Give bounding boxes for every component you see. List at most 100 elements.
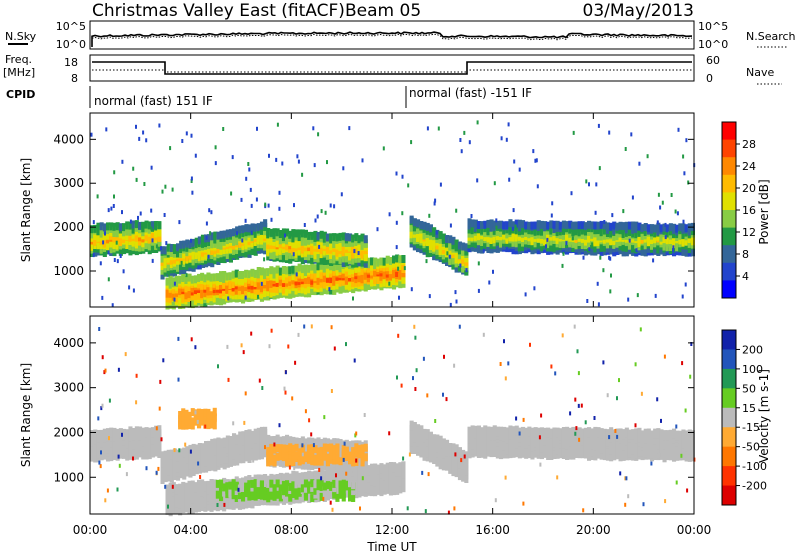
velocity-cell — [582, 508, 585, 513]
velocity-cell — [310, 457, 315, 466]
power-cell — [241, 291, 246, 300]
power-cell — [206, 272, 211, 281]
power-cell — [555, 228, 560, 237]
velocity-cell — [100, 450, 102, 455]
velocity-cell — [522, 417, 525, 422]
velocity-cell — [428, 431, 433, 442]
power-cell — [285, 275, 290, 284]
power-cell — [256, 287, 261, 296]
power-cell — [143, 182, 146, 186]
power-cell — [612, 232, 617, 241]
velocity-cell — [464, 451, 469, 462]
power-cell — [552, 225, 557, 234]
power-cell — [228, 245, 233, 253]
velocity-cell — [338, 457, 343, 466]
velocity-cell — [577, 427, 582, 438]
velocity-cell — [646, 428, 651, 439]
power-cell — [310, 276, 315, 285]
power-cell — [268, 153, 270, 158]
power-cell — [200, 234, 205, 243]
velocity-cell — [571, 446, 576, 457]
power-cell — [168, 289, 173, 298]
velocity-cell — [463, 454, 466, 459]
velocity-cell — [181, 413, 186, 422]
power-cell — [635, 248, 638, 253]
power-cell — [668, 227, 673, 236]
power-cell — [172, 244, 177, 253]
power-cell — [588, 182, 590, 187]
velocity-cell — [656, 433, 661, 444]
power-cell — [690, 227, 695, 236]
power-cell — [244, 279, 249, 288]
power-cell — [342, 166, 345, 171]
velocity-cell — [244, 391, 247, 396]
velocity-cell — [355, 431, 358, 436]
power-cell — [495, 241, 500, 250]
velocity-cell — [448, 443, 453, 453]
velocity-cell — [157, 425, 162, 436]
velocity-cell — [675, 424, 678, 429]
power-cell — [236, 231, 238, 236]
power-cell — [297, 229, 302, 238]
power-cell — [650, 224, 655, 233]
velocity-cell — [259, 489, 264, 498]
power-cell — [684, 224, 689, 233]
velocity-cell — [366, 465, 371, 476]
velocity-cell — [388, 462, 393, 472]
velocity-cell — [360, 444, 365, 453]
velocity-cell — [538, 435, 541, 440]
velocity-cell — [650, 430, 655, 441]
velocity-cell — [303, 484, 308, 493]
velocity-cell — [550, 364, 553, 369]
velocity-cell — [643, 428, 648, 439]
power-cell — [281, 233, 286, 242]
power-cell — [628, 238, 631, 243]
velocity-cell — [225, 490, 230, 499]
power-cell — [222, 127, 225, 131]
velocity-cell — [237, 478, 242, 489]
velocity-cell — [575, 426, 578, 431]
power-cell — [131, 237, 136, 246]
velocity-cell — [237, 484, 242, 493]
power-cell — [210, 232, 215, 241]
power-cell — [234, 286, 239, 295]
velocity-cell — [508, 425, 513, 436]
power-cell — [181, 274, 186, 282]
power-cell — [285, 228, 290, 237]
velocity-cell — [247, 475, 252, 485]
power-cell — [319, 230, 324, 239]
velocity-cell — [473, 433, 478, 444]
velocity-cell — [619, 471, 622, 476]
power-cell — [145, 138, 148, 143]
power-cell — [398, 271, 403, 280]
power-cell — [467, 218, 472, 227]
power-cell — [412, 218, 417, 227]
power-cell — [228, 281, 233, 290]
velocity-cell — [177, 336, 180, 341]
velocity-cell — [460, 458, 463, 463]
power-cell — [190, 275, 195, 284]
velocity-cell — [219, 479, 224, 488]
power-cell — [577, 238, 582, 246]
velocity-cell — [115, 443, 120, 454]
power-cell — [344, 233, 349, 242]
velocity-cell — [160, 451, 165, 462]
power-cell — [234, 269, 239, 278]
velocity-cell — [325, 481, 330, 490]
power-colorbar-swatch — [722, 192, 736, 211]
time-tick-label: 16:00 — [475, 523, 510, 537]
velocity-cell — [285, 444, 290, 453]
power-cell — [634, 230, 639, 239]
velocity-cell — [445, 452, 450, 463]
velocity-cell — [539, 442, 544, 453]
velocity-cell — [354, 484, 359, 495]
power-cell — [476, 120, 479, 125]
power-cell — [603, 220, 606, 224]
power-cell — [395, 245, 398, 250]
power-cell — [316, 232, 321, 240]
power-cell — [166, 254, 171, 263]
velocity-cell — [115, 428, 120, 439]
velocity-cell — [189, 449, 192, 454]
power-cell — [222, 230, 227, 239]
power-colorbar-swatch — [722, 157, 736, 176]
